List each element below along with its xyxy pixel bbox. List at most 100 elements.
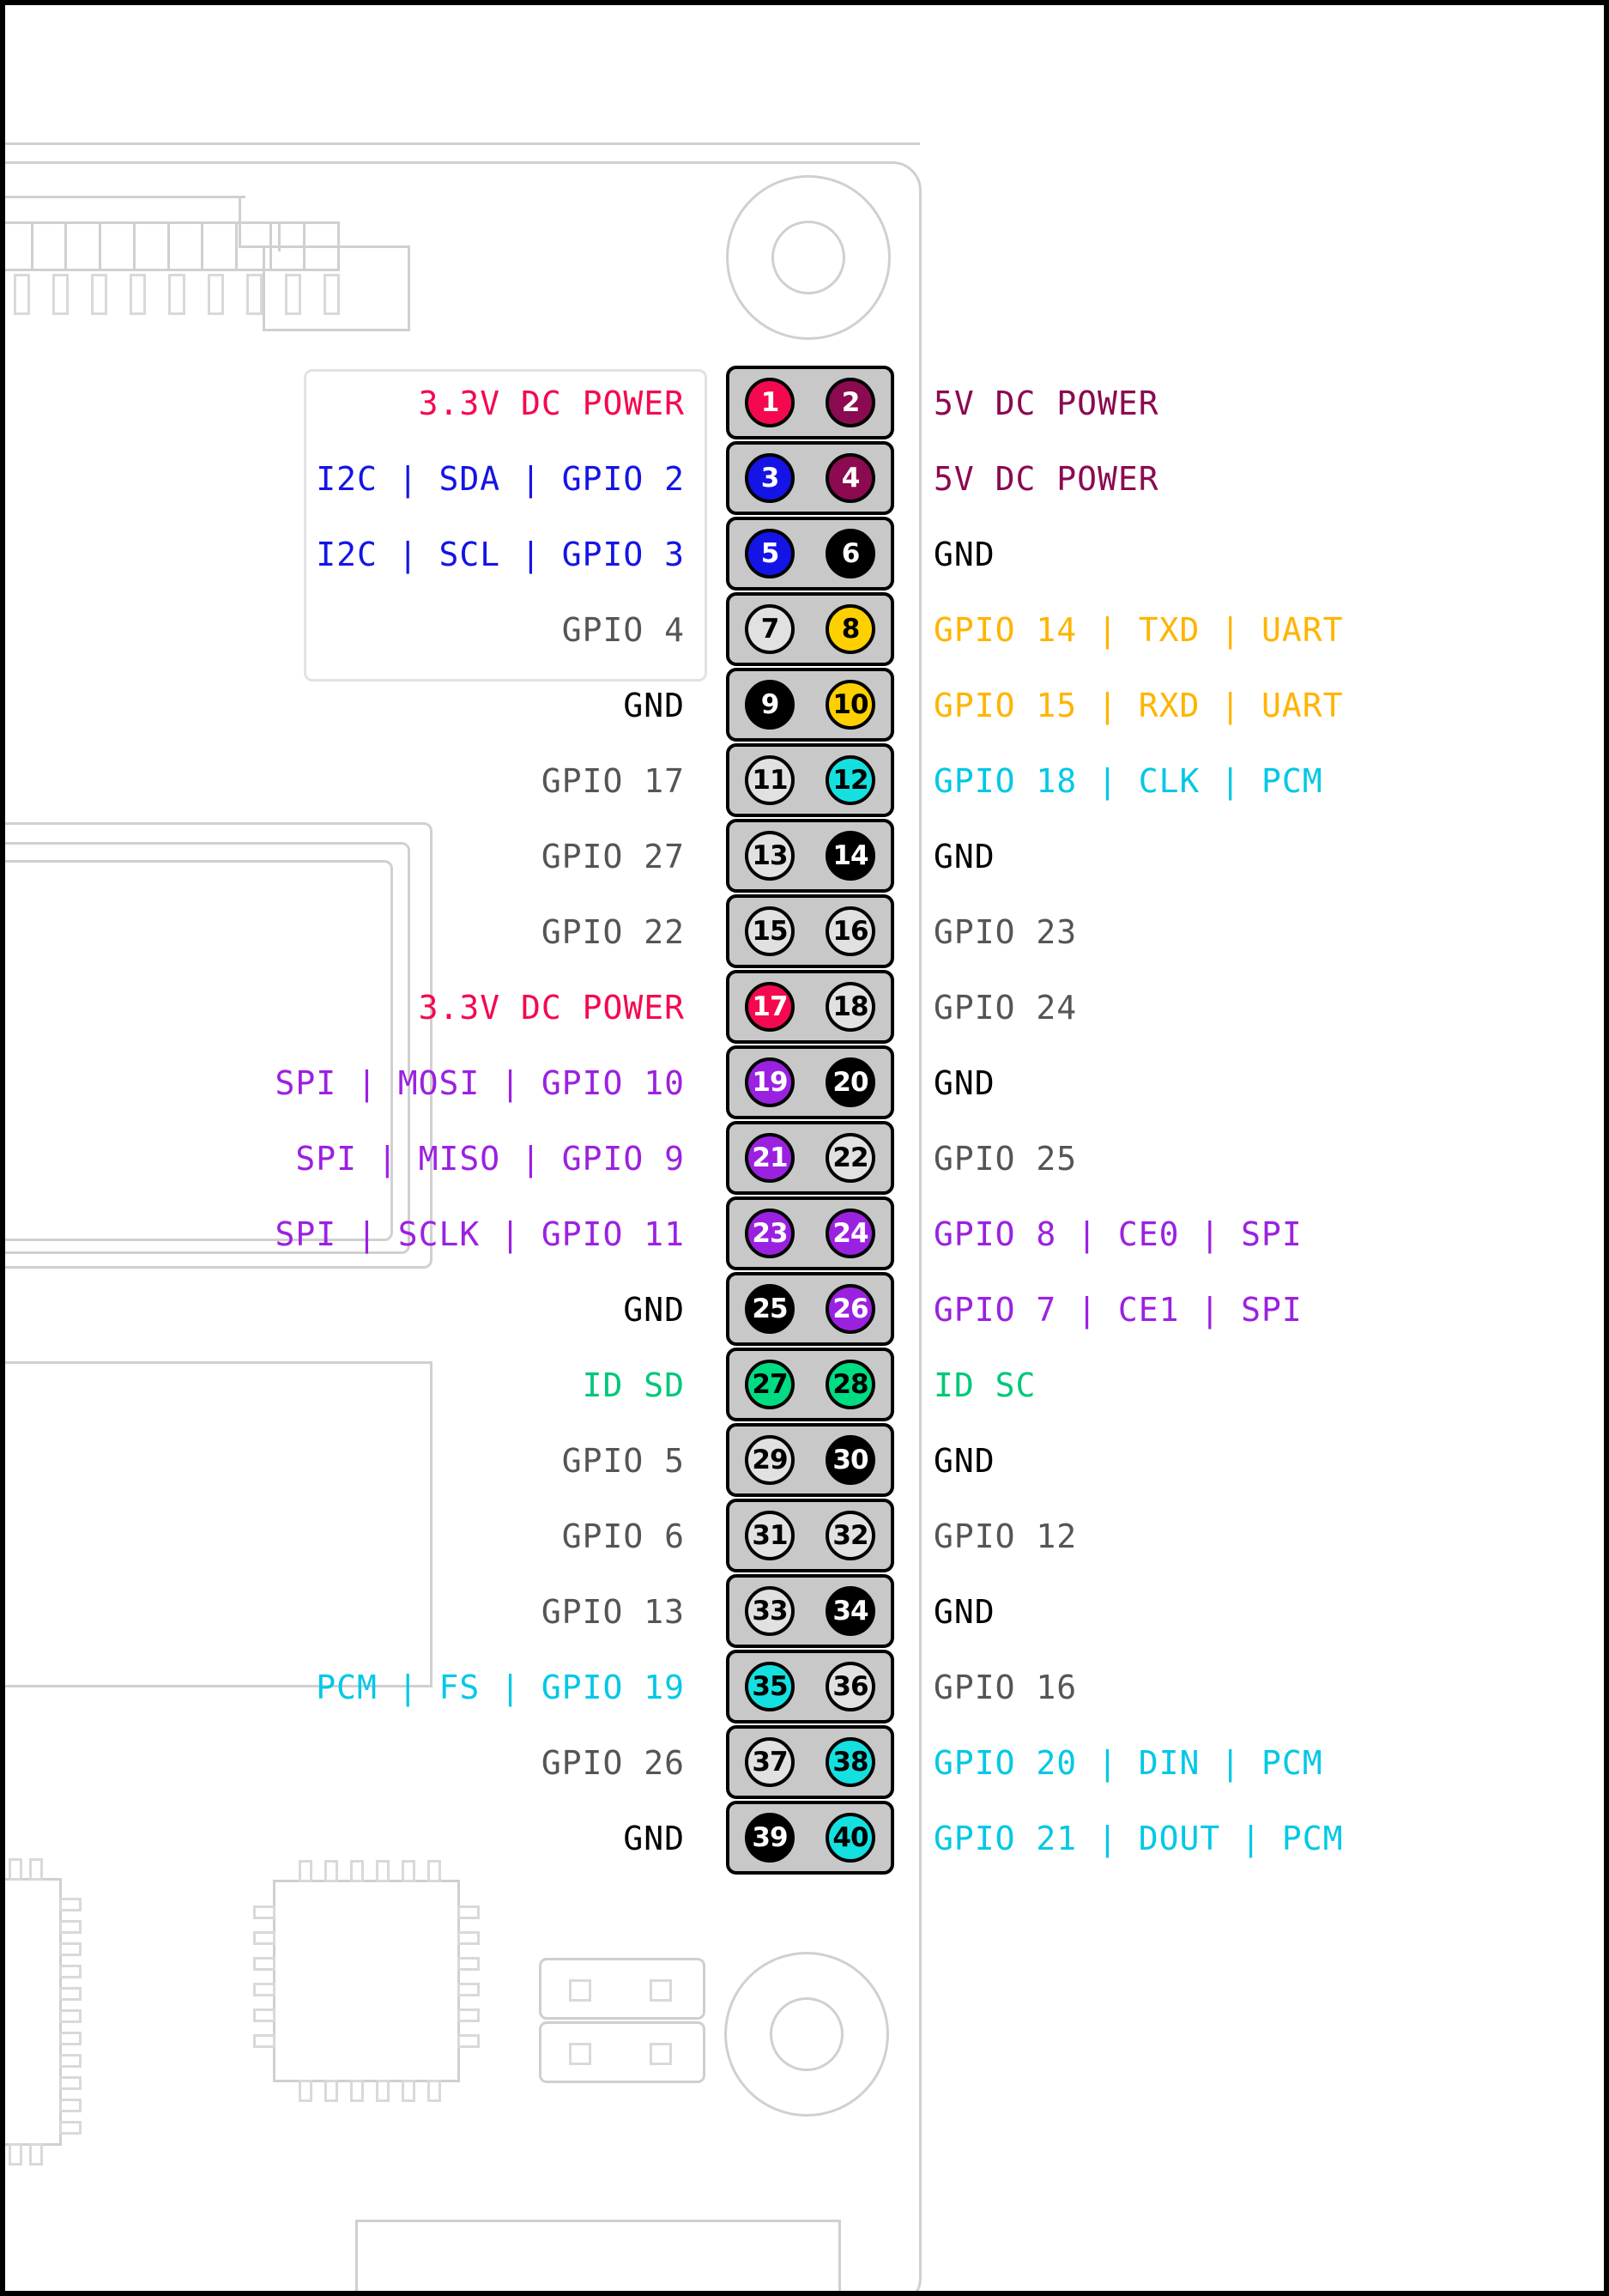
pin-11[interactable]: 11: [745, 755, 795, 805]
pin-label-left-39: GND: [623, 1820, 685, 1857]
pin-29[interactable]: 29: [745, 1435, 795, 1485]
mounting-hole-top-inner: [771, 221, 845, 294]
pin-18[interactable]: 18: [826, 982, 875, 1032]
pin-32[interactable]: 32: [826, 1511, 875, 1560]
pin-1[interactable]: 1: [745, 378, 795, 427]
pin-20[interactable]: 20: [826, 1057, 875, 1107]
pin-31[interactable]: 31: [745, 1511, 795, 1560]
pin-36[interactable]: 36: [826, 1662, 875, 1711]
pin-28[interactable]: 28: [826, 1360, 875, 1409]
pin-26[interactable]: 26: [826, 1284, 875, 1334]
pin-37[interactable]: 37: [745, 1737, 795, 1787]
pin-21[interactable]: 21: [745, 1133, 795, 1183]
pin-label-right-40: GPIO 21 | DOUT | PCM: [934, 1820, 1344, 1857]
pin-label-left-9: GND: [623, 687, 685, 724]
pin-12[interactable]: 12: [826, 755, 875, 805]
bottom-rect-component: [355, 2220, 841, 2291]
pin-13[interactable]: 13: [745, 831, 795, 881]
pin-label-right-22: GPIO 25: [934, 1140, 1078, 1178]
pin-15[interactable]: 15: [745, 906, 795, 956]
pin-label-right-26: GPIO 7 | CE1 | SPI: [934, 1291, 1303, 1329]
ethernet-jack: [5, 1361, 432, 1687]
pin-label-left-21: SPI | MISO | GPIO 9: [295, 1140, 685, 1178]
pin-pair-row: 15 16: [726, 894, 894, 968]
pin-25[interactable]: 25: [745, 1284, 795, 1334]
pin-pair-row: 35 36: [726, 1650, 894, 1724]
mounting-hole-bottom-inner: [770, 1997, 844, 2071]
pin-27[interactable]: 27: [745, 1360, 795, 1409]
header-2x2-bottom: [539, 2021, 705, 2083]
pin-label-right-30: GND: [934, 1442, 995, 1480]
pin-17[interactable]: 17: [745, 982, 795, 1032]
pin-39[interactable]: 39: [745, 1813, 795, 1863]
pin-label-left-1: 3.3V DC POWER: [418, 385, 685, 422]
pin-6[interactable]: 6: [826, 529, 875, 579]
pcb-tick: [278, 224, 281, 251]
right-label-column: 5V DC POWER 5V DC POWER GND GPIO 14 | TXD |…: [934, 366, 1604, 1876]
usb-port-middle: [5, 842, 410, 1254]
pin-pair-row: 29 30: [726, 1423, 894, 1497]
pin-label-left-17: 3.3V DC POWER: [418, 989, 685, 1027]
pin-22[interactable]: 22: [826, 1133, 875, 1183]
usb-port-outer: [5, 822, 432, 1269]
pin-pair-row: 37 38: [726, 1725, 894, 1799]
pin-label-left-13: GPIO 27: [541, 838, 685, 875]
usb-port-top: [5, 142, 920, 145]
label-backdrop-box: [304, 369, 707, 682]
pin-label-left-11: GPIO 17: [541, 762, 685, 800]
pin-label-right-14: GND: [934, 838, 995, 875]
pin-10[interactable]: 10: [826, 680, 875, 730]
pin-label-right-6: GND: [934, 536, 995, 573]
pin-label-left-31: GPIO 6: [561, 1518, 685, 1555]
pin-38[interactable]: 38: [826, 1737, 875, 1787]
pin-label-right-18: GPIO 24: [934, 989, 1078, 1027]
pin-label-left-27: ID SD: [582, 1366, 685, 1404]
pin-label-left-37: GPIO 26: [541, 1744, 685, 1782]
soc-chip-body: [273, 1880, 460, 2082]
pin-pair-row: 19 20: [726, 1045, 894, 1119]
pin-pair-row: 17 18: [726, 970, 894, 1044]
pin-pair-row: 27 28: [726, 1348, 894, 1421]
pin-label-right-4: 5V DC POWER: [934, 460, 1159, 498]
pin-40[interactable]: 40: [826, 1813, 875, 1863]
pin-label-left-5: I2C | SCL | GPIO 3: [316, 536, 685, 573]
pin-label-right-38: GPIO 20 | DIN | PCM: [934, 1744, 1323, 1782]
pin-label-left-29: GPIO 5: [561, 1442, 685, 1480]
pin-4[interactable]: 4: [826, 453, 875, 503]
pin-8[interactable]: 8: [826, 604, 875, 654]
pin-3[interactable]: 3: [745, 453, 795, 503]
pin-19[interactable]: 19: [745, 1057, 795, 1107]
pin-label-left-19: SPI | MOSI | GPIO 10: [275, 1064, 685, 1102]
pin-label-right-12: GPIO 18 | CLK | PCM: [934, 762, 1323, 800]
pin-24[interactable]: 24: [826, 1209, 875, 1258]
pin-pair-row: 33 34: [726, 1574, 894, 1648]
ribbon-connector-pads: [5, 221, 340, 271]
pin-2[interactable]: 2: [826, 378, 875, 427]
header-2x2-top: [539, 1958, 705, 2020]
pin-34[interactable]: 34: [826, 1586, 875, 1636]
pin-16[interactable]: 16: [826, 906, 875, 956]
pin-5[interactable]: 5: [745, 529, 795, 579]
pin-label-right-8: GPIO 14 | TXD | UART: [934, 611, 1344, 649]
pin-label-right-36: GPIO 16: [934, 1669, 1078, 1706]
pin-label-left-23: SPI | SCLK | GPIO 11: [275, 1215, 685, 1253]
mounting-hole-bottom-outer: [724, 1952, 889, 2117]
pin-30[interactable]: 30: [826, 1435, 875, 1485]
pin-label-right-32: GPIO 12: [934, 1518, 1078, 1555]
pin-label-right-2: 5V DC POWER: [934, 385, 1159, 422]
pin-label-right-20: GND: [934, 1064, 995, 1102]
pin-pair-row: 21 22: [726, 1121, 894, 1195]
pin-33[interactable]: 33: [745, 1586, 795, 1636]
pin-7[interactable]: 7: [745, 604, 795, 654]
pin-pair-row: 39 40: [726, 1801, 894, 1875]
pin-9[interactable]: 9: [745, 680, 795, 730]
pin-23[interactable]: 23: [745, 1209, 795, 1258]
pin-35[interactable]: 35: [745, 1662, 795, 1711]
pin-pair-row: 11 12: [726, 743, 894, 817]
pin-14[interactable]: 14: [826, 831, 875, 881]
